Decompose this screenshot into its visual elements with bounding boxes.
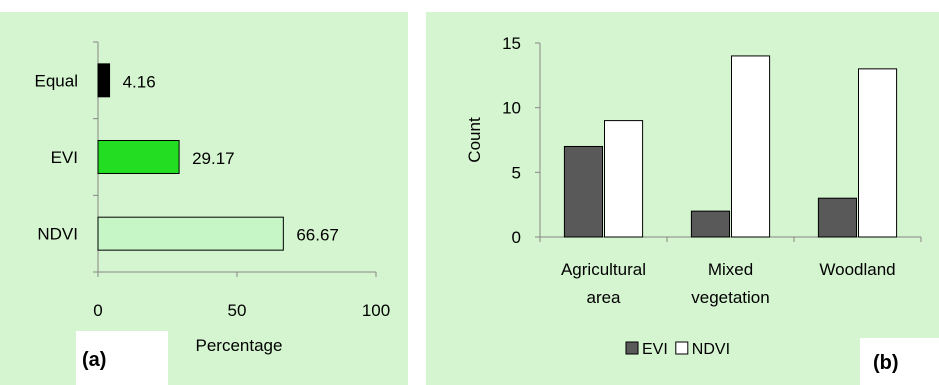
- chart-b-bar-ndvi: [604, 120, 644, 238]
- chart-a-x-tick-label: 50: [228, 301, 247, 320]
- chart-b-y-tick-label: 5: [512, 163, 521, 182]
- chart-b-bar-ndvi: [731, 55, 771, 238]
- chart-a-x-tick-label: 0: [93, 301, 102, 320]
- chart-b: (b) 0 5 10 15 Agricultural area Mixed vegetati…: [426, 12, 939, 385]
- chart-a-x-axis-label: Percentage: [196, 336, 283, 355]
- chart-b-legend-label: NDVI: [692, 341, 730, 358]
- chart-a-bar-evi: [97, 140, 180, 174]
- chart-b-legend-swatch: [675, 341, 689, 355]
- chart-b-label-box: [860, 338, 939, 385]
- chart-b-category-label: Agricultural: [561, 260, 646, 279]
- chart-b-y-tick-label: 10: [502, 99, 521, 118]
- chart-b-bar-ndvi: [858, 68, 898, 238]
- chart-b-category-label: vegetation: [691, 288, 769, 307]
- chart-b-y-tick-label: 15: [502, 34, 521, 53]
- chart-a-bar-ndvi: [97, 216, 284, 251]
- chart-a-label-box: [76, 331, 168, 385]
- chart-a-value-label: 29.17: [192, 149, 235, 168]
- chart-b-legend-swatch: [625, 341, 639, 355]
- chart-b-legend-label: EVI: [642, 341, 668, 358]
- chart-b-category-label: Woodland: [819, 260, 895, 279]
- chart-b-bar-evi: [690, 210, 731, 238]
- chart-a: (a) 0 50 100 Equal 4.16 EVI 29.17 NDVI 66.67 Pe…: [0, 12, 408, 385]
- chart-a-category-label: NDVI: [37, 225, 78, 244]
- chart-b-category-label: Mixed: [708, 260, 753, 279]
- chart-b-bar-evi: [817, 197, 858, 238]
- chart-b-y-tick-label: 0: [512, 228, 521, 247]
- chart-b-y-axis-label: Count: [465, 117, 484, 163]
- chart-a-panel-label: (a): [82, 349, 106, 371]
- chart-a-category-label: EVI: [51, 148, 78, 167]
- chart-b-category-label: area: [586, 288, 621, 307]
- chart-b-legend: EVI NDVI: [625, 341, 730, 358]
- chart-a-background: [0, 12, 408, 385]
- chart-a-category-label: Equal: [35, 71, 78, 90]
- chart-a-value-label: 66.67: [296, 226, 339, 245]
- chart-b-panel-label: (b): [873, 352, 899, 374]
- chart-a-x-tick-label: 100: [362, 301, 390, 320]
- chart-a-bar-equal: [97, 63, 111, 98]
- chart-a-value-label: 4.16: [123, 72, 156, 91]
- chart-b-bar-evi: [563, 145, 604, 238]
